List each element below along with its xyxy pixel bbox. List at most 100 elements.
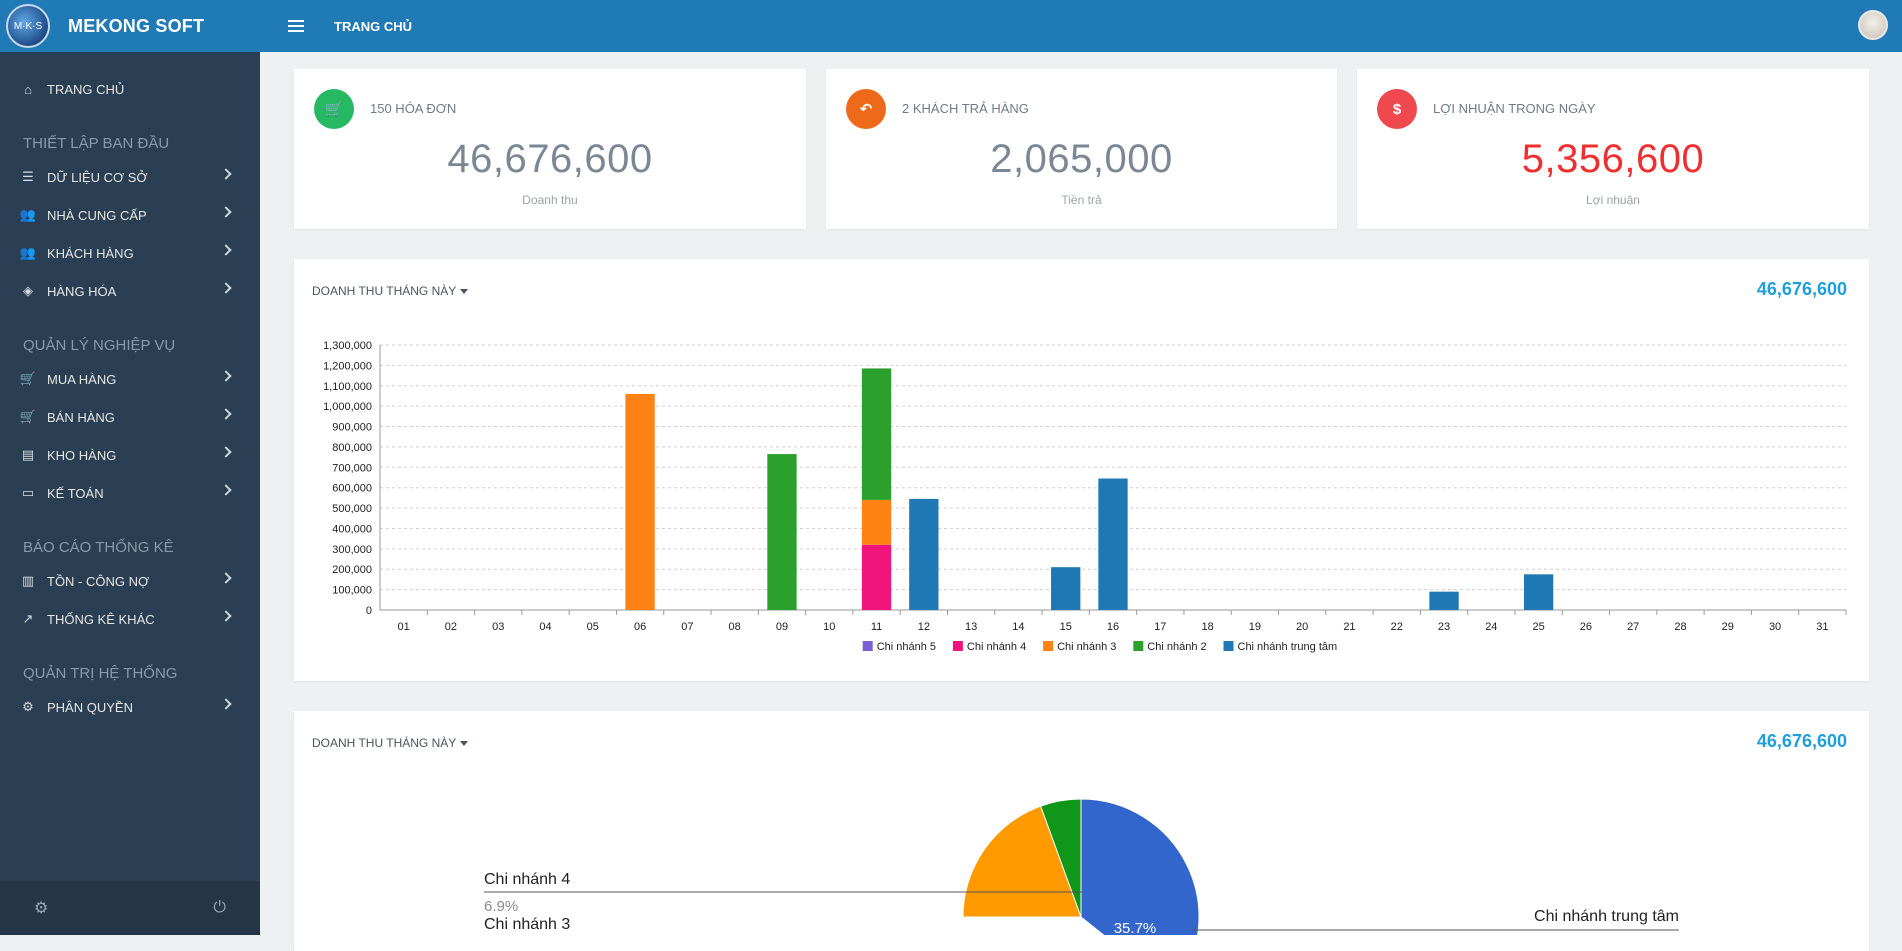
brand-logo[interactable]: M·K·S: [6, 4, 50, 48]
x-tick-label: 12: [918, 621, 930, 633]
x-tick-label: 02: [445, 621, 457, 633]
x-tick-label: 16: [1107, 621, 1119, 633]
chevron-right-icon: [220, 408, 232, 420]
revenue-bar-panel: DOANH THU THÁNG NÀY 46,676,600 0 100,000 2…: [294, 259, 1869, 681]
legend-label: Chi nhánh 4: [967, 641, 1026, 653]
pie-slice: [1080, 798, 1200, 935]
panel-title: DOANH THU THÁNG NÀY: [312, 284, 457, 298]
stat-subtitle: Tiền trả: [1061, 193, 1102, 207]
sidebar-item-customers[interactable]: 👥 KHÁCH HÀNG: [0, 234, 260, 272]
y-tick-label: 300,000: [332, 544, 372, 556]
x-tick-label: 11: [871, 621, 882, 633]
pie-chart: 35.7% Chi nhánh trung tâm Chi nhánh 4 6.9%C…: [484, 798, 1679, 935]
sidebar-item-label: KHÁCH HÀNG: [47, 245, 134, 261]
legend-swatch: [1133, 641, 1144, 651]
chevron-right-icon: [220, 572, 232, 584]
panel-dropdown[interactable]: DOANH THU THÁNG NÀY: [312, 736, 469, 750]
stat-label: 2 KHÁCH TRẢ HÀNG: [902, 101, 1029, 116]
x-tick-label: 14: [1012, 621, 1024, 633]
sidebar-item-purchase[interactable]: 🛒 MUA HÀNG: [0, 360, 260, 398]
sidebar-item-label: KHO HÀNG: [47, 447, 117, 463]
warehouse-icon: ▤: [21, 447, 35, 462]
bar-segment: [909, 498, 939, 610]
brand-name[interactable]: MEKONG SOFT: [68, 15, 205, 36]
panel-total: 46,676,600: [1756, 731, 1847, 751]
x-tick-label: 06: [634, 621, 646, 633]
sidebar-item-label: HÀNG HÓA: [47, 283, 117, 299]
cart-icon: 🛒: [19, 371, 37, 386]
sidebar-item-sales[interactable]: 🛒 BÁN HÀNG: [0, 398, 260, 436]
x-tick-label: 30: [1769, 621, 1781, 633]
credit-card-icon: ▭: [21, 485, 35, 500]
stat-label: LỢI NHUẬN TRONG NGÀY: [1433, 101, 1596, 116]
legend-label: Chi nhánh 5: [877, 641, 936, 653]
x-tick-label: 24: [1485, 621, 1497, 633]
avatar[interactable]: [1858, 10, 1888, 40]
chevron-right-icon: [220, 168, 232, 180]
x-tick-label: 28: [1674, 621, 1686, 633]
x-tick-label: 15: [1060, 621, 1072, 633]
sidebar-section-title: BÁO CÁO THỐNG KÊ: [23, 539, 174, 556]
group-icon: 👥: [19, 245, 37, 260]
sidebar-menu: ⌂ TRANG CHỦ THIẾT LẬP BAN ĐẦU ☰ DỮ LIỆU CƠ…: [0, 52, 260, 726]
sidebar-section-title: THIẾT LẬP BAN ĐẦU: [23, 135, 170, 152]
bar-segment: [1429, 591, 1459, 610]
database-icon: ☰: [22, 169, 34, 184]
sidebar-item-suppliers[interactable]: 👥 NHÀ CUNG CẤP: [0, 196, 260, 234]
page-title: TRANG CHỦ: [334, 18, 412, 34]
y-tick-label: 1,100,000: [323, 381, 372, 393]
sidebar-item-label: TRANG CHỦ: [47, 81, 125, 97]
sidebar-item-permissions[interactable]: ⚙ PHÂN QUYỀN: [0, 688, 260, 726]
sidebar-item-other-stats[interactable]: ↗ THỐNG KÊ KHÁC: [0, 600, 260, 638]
sidebar-item-home[interactable]: ⌂ TRANG CHỦ: [0, 70, 260, 108]
x-tick-label: 23: [1438, 621, 1450, 633]
legend-swatch: [862, 641, 873, 651]
x-tick-label: 13: [965, 621, 977, 633]
power-icon[interactable]: ⏻: [213, 899, 226, 916]
sidebar-item-label: THỐNG KÊ KHÁC: [47, 611, 155, 627]
sidebar-item-inventory-debt[interactable]: ▥ TỒN - CÔNG NỢ: [0, 562, 260, 600]
legend-label: Chi nhánh 2: [1147, 641, 1206, 653]
legend-label: Chi nhánh 3: [1057, 641, 1116, 653]
x-tick-label: 17: [1154, 621, 1166, 633]
top-navbar: TRANG CHỦ: [260, 0, 1902, 52]
bar-segment: [861, 499, 892, 545]
sidebar: M·K·S MEKONG SOFT ⌂ TRANG CHỦ THIẾT LẬP B…: [0, 0, 260, 935]
chevron-right-icon: [220, 484, 232, 496]
sidebar-item-database[interactable]: ☰ DỮ LIỆU CƠ SỞ: [0, 158, 260, 196]
sidebar-item-products[interactable]: ◈ HÀNG HÓA: [0, 272, 260, 310]
x-tick-label: 05: [587, 621, 599, 633]
line-chart-icon: ↗: [22, 611, 34, 626]
x-tick-label: 25: [1532, 621, 1544, 633]
sidebar-item-label: TỒN - CÔNG NỢ: [47, 573, 150, 589]
x-tick-label: 04: [539, 621, 551, 633]
panel-title: DOANH THU THÁNG NÀY: [312, 736, 457, 750]
sidebar-item-warehouse[interactable]: ▤ KHO HÀNG: [0, 436, 260, 474]
bar-segment: [767, 454, 797, 610]
x-tick-label: 29: [1722, 621, 1734, 633]
sidebar-item-accounting[interactable]: ▭ KẾ TOÁN: [0, 474, 260, 512]
sidebar-item-label: KẾ TOÁN: [47, 485, 104, 501]
bar-segment: [1523, 574, 1554, 610]
pie-slice: [962, 805, 1082, 918]
pie-label: Chi nhánh 3: [484, 916, 570, 933]
x-tick-label: 31: [1816, 621, 1828, 633]
panel-dropdown[interactable]: DOANH THU THÁNG NÀY: [312, 284, 469, 298]
y-tick-label: 600,000: [332, 483, 372, 495]
settings-icon[interactable]: ⚙: [34, 900, 49, 917]
dollar-icon: $: [1377, 89, 1417, 129]
pie-slice-pct: 35.7%: [1114, 920, 1157, 935]
x-tick-label: 21: [1343, 621, 1355, 633]
menu-toggle-icon[interactable]: [288, 20, 304, 32]
y-tick-label: 1,300,000: [323, 340, 372, 352]
revenue-pie-panel: DOANH THU THÁNG NÀY 46,676,600 35.7% Chi …: [294, 711, 1869, 951]
x-tick-label: 08: [729, 621, 741, 633]
y-tick-label: 1,200,000: [323, 360, 372, 372]
x-tick-label: 10: [823, 621, 835, 633]
bar-segment: [861, 368, 892, 500]
x-tick-label: 20: [1296, 621, 1308, 633]
pie-slice: [1040, 798, 1082, 918]
sidebar-item-label: NHÀ CUNG CẤP: [47, 207, 147, 223]
users-icon: 👥: [19, 207, 37, 222]
x-tick-label: 09: [776, 621, 788, 633]
